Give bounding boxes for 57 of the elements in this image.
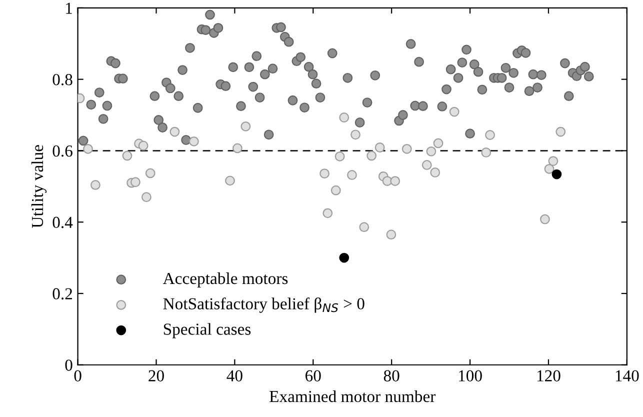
point [334, 151, 345, 162]
point [552, 169, 562, 180]
point [83, 144, 93, 154]
y-tick-label: 1 [66, 2, 72, 14]
point [225, 176, 235, 186]
point [540, 214, 550, 224]
y-tick-label: 0.2 [52, 288, 72, 300]
y-tick-label: 0.8 [52, 74, 72, 86]
point [141, 192, 152, 202]
x-tick-label: 120 [537, 370, 560, 382]
point [544, 164, 554, 174]
legend-label: Special cases [164, 323, 251, 338]
point [339, 252, 350, 263]
point [350, 130, 360, 140]
y-tick-label: 0.6 [52, 145, 72, 157]
x-tick-label: 0 [74, 370, 82, 382]
y-axis-title: Utility value [31, 145, 47, 228]
point [449, 106, 460, 117]
point [422, 160, 432, 170]
point [347, 170, 357, 180]
point [330, 185, 341, 196]
point [359, 222, 370, 232]
point [232, 143, 242, 154]
x-tick-label: 20 [148, 370, 164, 382]
point [122, 150, 132, 161]
point [145, 168, 156, 178]
point [322, 208, 333, 218]
point [170, 126, 180, 137]
point [433, 138, 444, 148]
point [481, 148, 492, 158]
point [90, 180, 100, 190]
point [320, 168, 330, 178]
x-tick-label: 80 [384, 370, 400, 382]
point [430, 168, 440, 178]
legend-label: Acceptable motors [162, 272, 288, 288]
point [402, 144, 412, 154]
x-tick-label: 40 [226, 370, 242, 382]
point [556, 126, 566, 137]
point [339, 112, 350, 122]
point [366, 150, 377, 161]
point [548, 156, 558, 166]
x-axis-title: Examined motor number [270, 390, 436, 402]
legend-label: NotSatisfactory belief β$_{NS}$ > 0 [163, 297, 364, 313]
y-tick-label: 0.4 [52, 216, 73, 228]
point [390, 176, 400, 186]
point [426, 146, 436, 156]
point [386, 230, 396, 240]
x-tick-label: 140 [616, 370, 639, 382]
point [240, 121, 251, 132]
point [188, 136, 199, 146]
point [374, 142, 385, 152]
x-tick-label: 100 [459, 370, 482, 382]
x-tick-label: 60 [306, 370, 321, 382]
y-tick-label: 0 [65, 360, 72, 371]
point [130, 177, 140, 188]
point [485, 130, 495, 140]
point [138, 140, 148, 151]
